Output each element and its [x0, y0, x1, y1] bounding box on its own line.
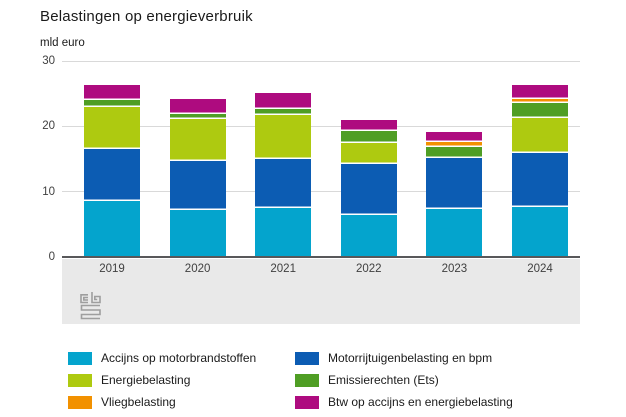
x-tick-label-2023: 2023 — [441, 263, 468, 275]
x-tick-label-2021: 2021 — [270, 263, 296, 275]
legend-swatch — [68, 373, 92, 387]
bar-segment-2019-accijns-op-motorbrandstoffen[interactable] — [84, 200, 140, 257]
legend-label: Vliegbelasting — [101, 395, 176, 409]
bar-segment-2022-btw-op-accijns-en-energiebelasting[interactable] — [340, 119, 397, 131]
bar-segment-2024-accijns-op-motorbrandstoffen[interactable] — [512, 206, 568, 257]
bar-segment-2020-energiebelasting[interactable] — [169, 119, 226, 161]
chart-legend: Accijns op motorbrandstoffen Energiebelas… — [68, 347, 588, 413]
bar-segment-2023-accijns-op-motorbrandstoffen[interactable] — [426, 208, 483, 257]
bar-segment-2019-btw-op-accijns-en-energiebelasting[interactable] — [84, 84, 140, 101]
bar-segment-2023-btw-op-accijns-en-energiebelasting[interactable] — [426, 132, 483, 142]
y-tick-label-0: 0 — [48, 251, 55, 263]
legend-swatch — [295, 373, 319, 387]
bar-segment-2019-energiebelasting[interactable] — [84, 106, 140, 150]
legend-item-btw-op-accijns-en-energiebelasting[interactable]: Btw op accijns en energiebelasting — [295, 391, 575, 413]
bar-2019[interactable] — [84, 84, 140, 257]
bar-segment-2019-emissierechten-ets-[interactable] — [84, 100, 140, 107]
cbs-logo — [80, 292, 101, 320]
bar-2024[interactable] — [512, 85, 568, 257]
y-tick-label-30: 30 — [42, 55, 55, 67]
legend-label: Accijns op motorbrandstoffen — [101, 351, 257, 365]
bar-segment-2023-vliegbelasting[interactable] — [426, 142, 483, 148]
bar-segment-2020-btw-op-accijns-en-energiebelasting[interactable] — [169, 98, 226, 114]
x-axis-footer-band — [62, 259, 580, 324]
x-tick-label-2020: 2020 — [184, 263, 211, 275]
bar-segment-2021-emissierechten-ets-[interactable] — [255, 108, 312, 116]
legend-label: Motorrijtuigenbelasting en bpm — [328, 351, 493, 365]
legend-item-energiebelasting[interactable]: Energiebelasting — [68, 369, 295, 391]
legend-swatch — [68, 351, 92, 365]
bar-segment-2023-emissierechten-ets-[interactable] — [426, 147, 483, 159]
bar-2022[interactable] — [340, 119, 397, 257]
bar-segment-2020-emissierechten-ets-[interactable] — [169, 113, 226, 120]
x-tick-label-2024: 2024 — [527, 263, 553, 275]
y-axis-unit-label: mld euro — [40, 37, 85, 49]
legend-column-left: Accijns op motorbrandstoffen Energiebelas… — [68, 347, 295, 413]
legend-item-accijns-op-motorbrandstoffen[interactable]: Accijns op motorbrandstoffen — [68, 347, 295, 369]
x-axis-line — [62, 256, 580, 258]
legend-column-right: Motorrijtuigenbelasting en bpm Emissierec… — [295, 347, 575, 413]
bar-segment-2022-energiebelasting[interactable] — [340, 142, 397, 164]
legend-item-motorrijtuigenbelasting-en-bpm[interactable]: Motorrijtuigenbelasting en bpm — [295, 347, 575, 369]
bar-2023[interactable] — [426, 132, 483, 257]
bar-segment-2019-motorrijtuigenbelasting-en-bpm[interactable] — [84, 149, 140, 201]
legend-label: Emissierechten (Ets) — [328, 373, 439, 387]
gridline-y-30 — [62, 60, 580, 62]
legend-swatch — [295, 395, 319, 409]
bar-2021[interactable] — [255, 93, 312, 257]
legend-swatch — [68, 395, 92, 409]
bar-segment-2022-accijns-op-motorbrandstoffen[interactable] — [340, 214, 397, 257]
bar-segment-2020-accijns-op-motorbrandstoffen[interactable] — [169, 209, 226, 257]
gridline-y-10 — [62, 191, 580, 193]
bar-segment-2022-motorrijtuigenbelasting-en-bpm[interactable] — [340, 163, 397, 215]
bar-segment-2024-emissierechten-ets-[interactable] — [512, 103, 568, 118]
x-tick-label-2019: 2019 — [99, 263, 125, 275]
bar-segment-2020-motorrijtuigenbelasting-en-bpm[interactable] — [169, 160, 226, 210]
bar-segment-2024-vliegbelasting[interactable] — [512, 98, 568, 104]
x-tick-label-2022: 2022 — [356, 263, 382, 275]
bar-segment-2021-accijns-op-motorbrandstoffen[interactable] — [255, 207, 312, 257]
gridline-y-20 — [62, 125, 580, 127]
legend-label: Btw op accijns en energiebelasting — [328, 395, 513, 409]
bar-segment-2021-energiebelasting[interactable] — [255, 115, 312, 159]
bar-segment-2024-motorrijtuigenbelasting-en-bpm[interactable] — [512, 153, 568, 207]
legend-swatch — [295, 351, 319, 365]
bar-segment-2024-energiebelasting[interactable] — [512, 117, 568, 154]
y-tick-label-10: 10 — [42, 185, 55, 198]
bar-segment-2022-emissierechten-ets-[interactable] — [340, 130, 397, 143]
legend-label: Energiebelasting — [101, 373, 191, 387]
bar-segment-2021-btw-op-accijns-en-energiebelasting[interactable] — [255, 93, 312, 109]
bar-segment-2023-motorrijtuigenbelasting-en-bpm[interactable] — [426, 158, 483, 209]
y-tick-label-20: 20 — [42, 120, 55, 133]
bar-segment-2024-btw-op-accijns-en-energiebelasting[interactable] — [512, 85, 568, 99]
bar-2020[interactable] — [169, 98, 226, 257]
chart-title: Belastingen op energieverbruik — [40, 8, 253, 25]
legend-item-vliegbelasting[interactable]: Vliegbelasting — [68, 391, 295, 413]
legend-item-emissierechten-ets-[interactable]: Emissierechten (Ets) — [295, 369, 575, 391]
bar-segment-2021-motorrijtuigenbelasting-en-bpm[interactable] — [255, 158, 312, 208]
